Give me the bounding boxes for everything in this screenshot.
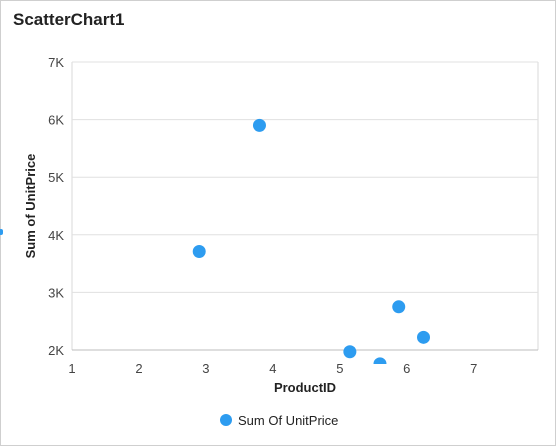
x-tick-label: 3 (202, 361, 209, 376)
x-axis-ticks: 1 2 3 4 5 6 7 (68, 361, 477, 376)
x-tick-label: 4 (269, 361, 276, 376)
scatter-point[interactable] (417, 330, 431, 344)
y-tick-label: 2K (48, 343, 64, 358)
legend-label: Sum Of UnitPrice (238, 413, 338, 428)
x-tick-label: 1 (68, 361, 75, 376)
x-axis-title: ProductID (274, 380, 336, 395)
y-axis-ticks: 2K 3K 4K 5K 6K 7K (48, 55, 64, 358)
x-tick-label: 6 (403, 361, 410, 376)
y-tick-label: 4K (48, 228, 64, 243)
legend-marker (220, 414, 232, 426)
data-points (192, 118, 431, 370)
x-tick-label: 2 (135, 361, 142, 376)
y-tick-label: 5K (48, 170, 64, 185)
y-axis-title: Sum of UnitPrice (23, 154, 38, 259)
y-tick-label: 6K (48, 113, 64, 128)
x-tick-label: 7 (470, 361, 477, 376)
scatter-point[interactable] (392, 300, 406, 314)
x-tick-label: 5 (336, 361, 343, 376)
scatter-point[interactable] (252, 118, 266, 132)
chart-title: ScatterChart1 (13, 10, 125, 29)
panel-edge-marker (0, 229, 3, 235)
gridlines (71, 61, 539, 351)
scatter-point[interactable] (373, 357, 387, 370)
legend[interactable]: Sum Of UnitPrice (220, 413, 338, 428)
scatter-point[interactable] (343, 345, 357, 359)
y-tick-label: 7K (48, 55, 64, 70)
y-tick-label: 3K (48, 285, 64, 300)
scatter-point[interactable] (192, 245, 206, 259)
